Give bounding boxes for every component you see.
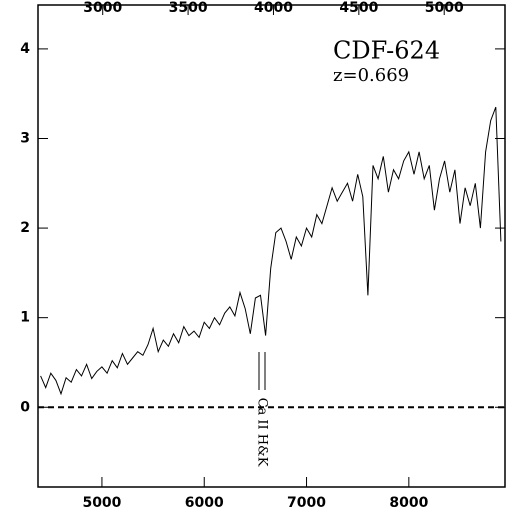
x-tick-label: 5000 <box>82 495 121 511</box>
redshift-label: z=0.669 <box>333 65 409 86</box>
x-tick-label: 8000 <box>389 495 428 511</box>
y-tick-label: 3 <box>20 130 30 146</box>
y-tick-label: 1 <box>20 310 30 326</box>
feature-label: Ca II H&K <box>255 398 270 467</box>
y-tick-label: 0 <box>20 399 30 415</box>
object-label: CDF-624 <box>333 37 440 65</box>
x-tick-label: 7000 <box>287 495 326 511</box>
y-tick-label: 4 <box>20 41 30 57</box>
x-tick-label: 6000 <box>185 495 224 511</box>
spectrum-line <box>40 106 502 396</box>
y-tick-label: 2 <box>20 220 30 236</box>
plot-frame <box>37 4 506 488</box>
